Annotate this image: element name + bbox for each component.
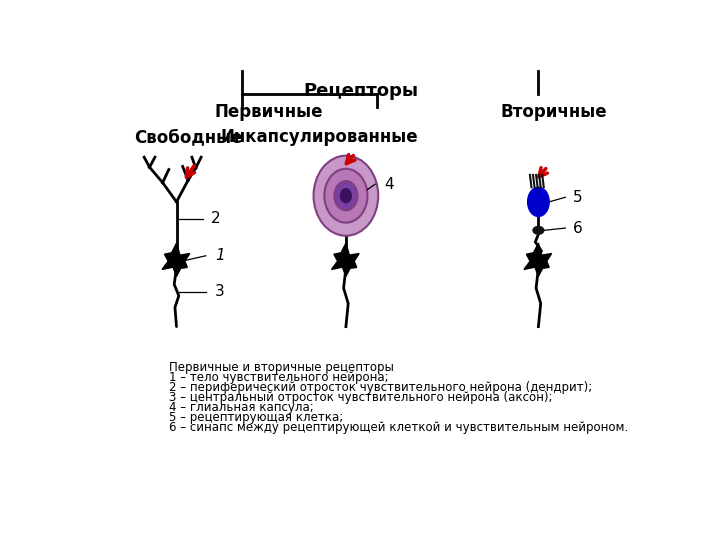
Ellipse shape [341,189,351,202]
Polygon shape [162,243,189,276]
Text: 4: 4 [384,177,394,192]
Text: 2: 2 [211,211,221,226]
Text: 3 – центральный отросток чувствительного нейрона (аксон);: 3 – центральный отросток чувствительного… [168,392,552,404]
Text: Первичные: Первичные [215,103,323,122]
Ellipse shape [313,156,378,236]
Text: Свободные: Свободные [134,128,243,146]
Ellipse shape [324,168,367,222]
Text: 2 – периферический отросток чувствительного нейрона (дендрит);: 2 – периферический отросток чувствительн… [168,381,592,394]
Ellipse shape [334,181,357,210]
Text: Вторичные: Вторичные [500,103,607,122]
Text: Инкапсулированные: Инкапсулированные [220,128,418,146]
Ellipse shape [528,187,549,217]
Text: 6 – синапс между рецептирующей клеткой и чувствительным нейроном.: 6 – синапс между рецептирующей клеткой и… [168,421,628,434]
Text: 1 – тело чувствительного нейрона;: 1 – тело чувствительного нейрона; [168,372,388,384]
Text: 4 – глиальная капсула;: 4 – глиальная капсула; [168,401,313,414]
Text: 1: 1 [215,248,225,264]
Polygon shape [331,243,359,276]
Polygon shape [524,243,552,276]
Text: 5 – рецептирующая клетка;: 5 – рецептирующая клетка; [168,411,343,424]
Ellipse shape [533,226,544,234]
Text: Первичные и вторичные рецепторы: Первичные и вторичные рецепторы [168,361,394,374]
Text: 3: 3 [215,285,225,300]
Text: Рецепторы: Рецепторы [304,82,419,100]
Text: 5: 5 [573,190,582,205]
Text: 6: 6 [573,220,582,235]
